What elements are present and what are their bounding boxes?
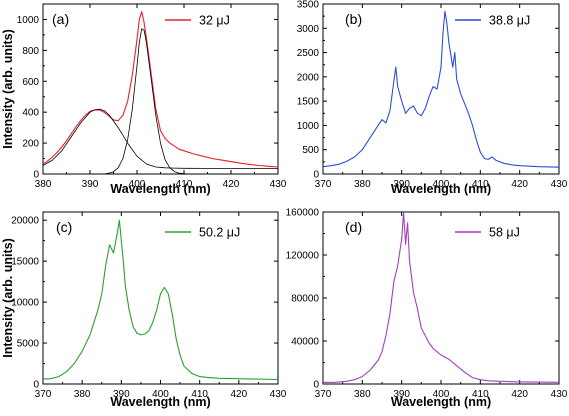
panel-a-y-tick-label: 400 [22, 108, 39, 119]
panel-d-x-tick-label: 380 [354, 389, 371, 400]
panel-a-x-tick-label: 380 [35, 179, 52, 190]
panel-a-y-tick-label: 600 [22, 77, 39, 88]
panel-c-y-tick-label: 10000 [11, 298, 39, 309]
panel-b-y-tick-label: 2500 [297, 48, 320, 59]
panel-d-panel-label: (d) [345, 219, 362, 235]
panel-b-x-tick-label: 390 [393, 179, 410, 190]
panel-a-series-line-0 [43, 11, 278, 168]
panel-d-y-tick-label: 120000 [286, 251, 320, 262]
panel-a-y-tick-label: 200 [22, 139, 39, 150]
panel-d-y-tick-label: 80000 [291, 294, 319, 305]
panel-d-x-tick-label: 370 [315, 389, 332, 400]
panel-d-y-tick-label: 0 [313, 380, 319, 391]
panel-a-panel-label: (a) [52, 11, 69, 27]
panel-c-y-tick-label: 20000 [11, 216, 39, 227]
panel-a: 380 390 400 410 420 430 0 200 400 600 800 1000 Wavel… [1, 3, 287, 196]
panel-b-x-axis-title: Wavelength (nm) [391, 182, 491, 196]
panel-b-x-tick-label: 420 [511, 179, 528, 190]
panel-b-y-tick-label: 1000 [297, 121, 320, 132]
panel-b-x-tick-label: 380 [354, 179, 371, 190]
panel-b-y-tick-label: 3500 [297, 0, 320, 11]
panel-a-x-tick-label: 390 [82, 179, 99, 190]
panel-d-plot-frame [322, 211, 560, 385]
panel-c-x-tick-label: 370 [35, 389, 52, 400]
panel-b-y-tick-label: 0 [313, 170, 319, 181]
panel-b-x-tick-label: 400 [433, 179, 450, 190]
panel-a-x-axis-title: Wavelength (nm) [110, 182, 210, 196]
panel-c-y-tick-label: 0 [33, 380, 39, 391]
panel-a-x-tick-label: 410 [176, 179, 193, 190]
panel-a-legend-label: 32 μJ [199, 14, 230, 28]
panel-c: 370 380 390 400 410 420 430 0 5000 10000 15000 2000… [1, 211, 287, 409]
panel-b-x-tick-label: 370 [315, 179, 332, 190]
panel-c-series-line-0 [43, 219, 278, 381]
panel-c-x-tick-label: 420 [230, 389, 247, 400]
panel-b-series-line-0 [323, 10, 559, 168]
panel-a-y-tick-label: 0 [33, 170, 39, 181]
panel-b-legend-label: 38.8 μJ [489, 14, 530, 28]
panel-c-x-tick-label: 410 [191, 389, 208, 400]
panel-d-x-tick-label: 430 [551, 389, 568, 400]
panel-a-x-tick-label: 430 [270, 179, 287, 190]
panel-d-series-line-0 [323, 212, 559, 383]
panel-d: 370 380 390 400 410 420 430 0 40000 80000 120000 16… [286, 208, 568, 410]
panel-c-x-axis-title: Wavelength (nm) [110, 395, 210, 409]
panel-a-y-axis-title: Intensity (arb. units) [1, 29, 15, 148]
panel-b-y-tick-label: 1500 [297, 97, 320, 108]
panel-b: 370 380 390 400 410 420 430 0 500 1000 1500 2000 250… [297, 0, 568, 196]
panel-b-y-tick-label: 3000 [297, 24, 320, 35]
panel-d-y-tick-label: 40000 [291, 337, 319, 348]
panel-a-x-tick-label: 400 [129, 179, 146, 190]
panel-a-series-line-1 [43, 108, 278, 169]
panel-b-y-tick-label: 2000 [297, 72, 320, 83]
panel-c-y-tick-label: 15000 [11, 257, 39, 268]
panel-d-y-tick-label: 160000 [286, 208, 320, 219]
panel-c-legend-label: 50.2 μJ [199, 226, 240, 240]
panel-b-y-tick-label: 500 [302, 145, 319, 156]
panel-c-y-tick-label: 5000 [17, 339, 40, 350]
panel-c-panel-label: (c) [56, 219, 72, 235]
panel-b-x-tick-label: 410 [472, 179, 489, 190]
panel-b-plot-frame [322, 3, 560, 175]
panel-c-x-tick-label: 380 [74, 389, 91, 400]
panel-a-x-tick-label: 420 [223, 179, 240, 190]
panel-a-y-tick-label: 1000 [17, 15, 40, 26]
panel-c-x-tick-label: 430 [270, 389, 287, 400]
panel-c-x-tick-label: 400 [152, 389, 169, 400]
panel-d-legend-label: 58 μJ [489, 226, 520, 240]
panel-b-x-tick-label: 430 [551, 179, 568, 190]
panel-c-y-axis-title: Intensity (arb. units) [1, 238, 15, 357]
panel-b-panel-label: (b) [345, 11, 362, 27]
panel-d-x-tick-label: 390 [393, 389, 410, 400]
panel-a-series-line-2 [104, 28, 189, 174]
panel-d-x-axis-title: Wavelength (nm) [391, 395, 491, 409]
panel-a-y-tick-label: 800 [22, 46, 39, 57]
panel-d-x-tick-label: 410 [472, 389, 489, 400]
panel-d-x-tick-label: 400 [433, 389, 450, 400]
panel-c-x-tick-label: 390 [113, 389, 130, 400]
panel-d-x-tick-label: 420 [511, 389, 528, 400]
panel-a-plot-frame [42, 3, 279, 175]
